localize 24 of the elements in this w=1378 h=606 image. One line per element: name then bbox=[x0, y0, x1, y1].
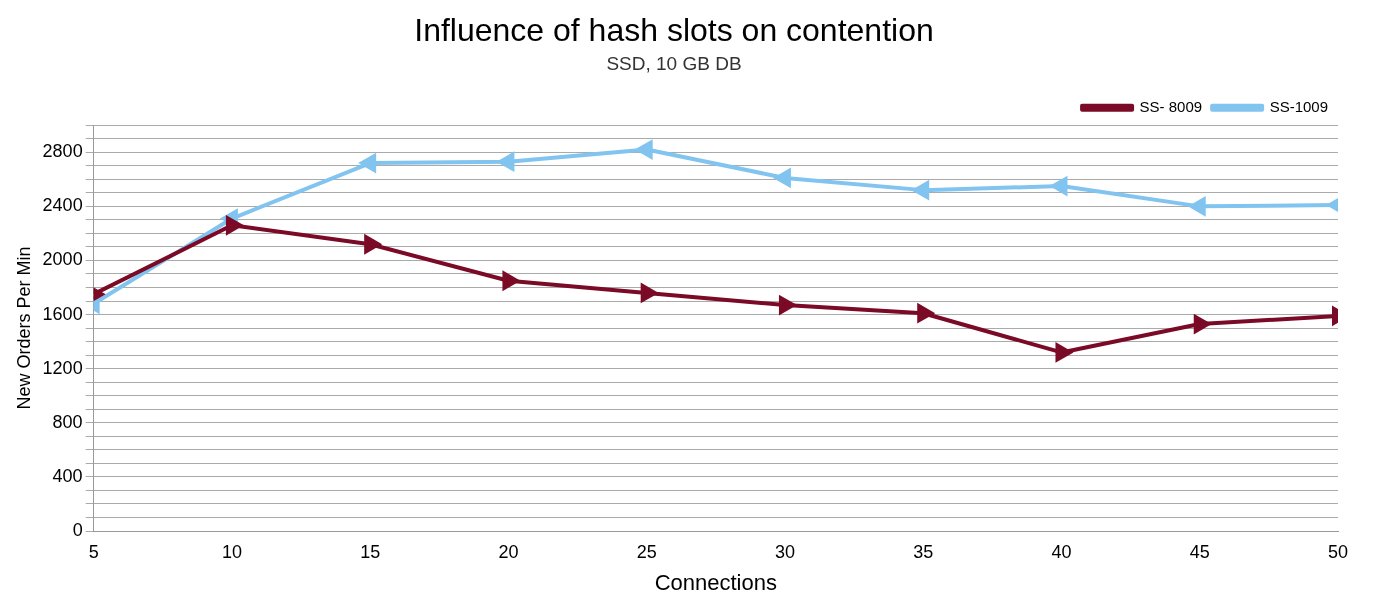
x-tick-label: 30 bbox=[774, 541, 795, 562]
chart-title: Influence of hash slots on contention bbox=[414, 12, 934, 49]
x-tick-label: 35 bbox=[913, 541, 934, 562]
x-tick-label: 5 bbox=[88, 541, 99, 562]
y-tick-label: 800 bbox=[52, 411, 83, 432]
x-tick-label: 10 bbox=[221, 541, 242, 562]
chart-subtitle: SSD, 10 GB DB bbox=[606, 53, 742, 75]
x-tick-label: 15 bbox=[360, 541, 381, 562]
y-tick-label: 1200 bbox=[42, 357, 83, 378]
y-tick-label: 2400 bbox=[42, 195, 83, 216]
x-tick-label: 45 bbox=[1189, 541, 1210, 562]
x-tick-label: 50 bbox=[1327, 541, 1349, 562]
x-tick-label: 20 bbox=[498, 541, 519, 562]
x-axis-title: Connections bbox=[654, 569, 777, 595]
x-tick-label: 40 bbox=[1051, 541, 1072, 562]
y-axis-title: New Orders Per Min bbox=[13, 246, 34, 410]
legend-label: SS- 8009 bbox=[1139, 97, 1203, 115]
y-tick-label: 1600 bbox=[42, 303, 83, 324]
y-tick-label: 2800 bbox=[42, 141, 83, 162]
x-tick-label: 25 bbox=[636, 541, 657, 562]
legend-label: SS-1009 bbox=[1269, 97, 1328, 115]
y-tick-label: 400 bbox=[52, 465, 83, 486]
y-tick-label: 2000 bbox=[42, 249, 83, 270]
y-tick-label: 0 bbox=[72, 519, 83, 540]
